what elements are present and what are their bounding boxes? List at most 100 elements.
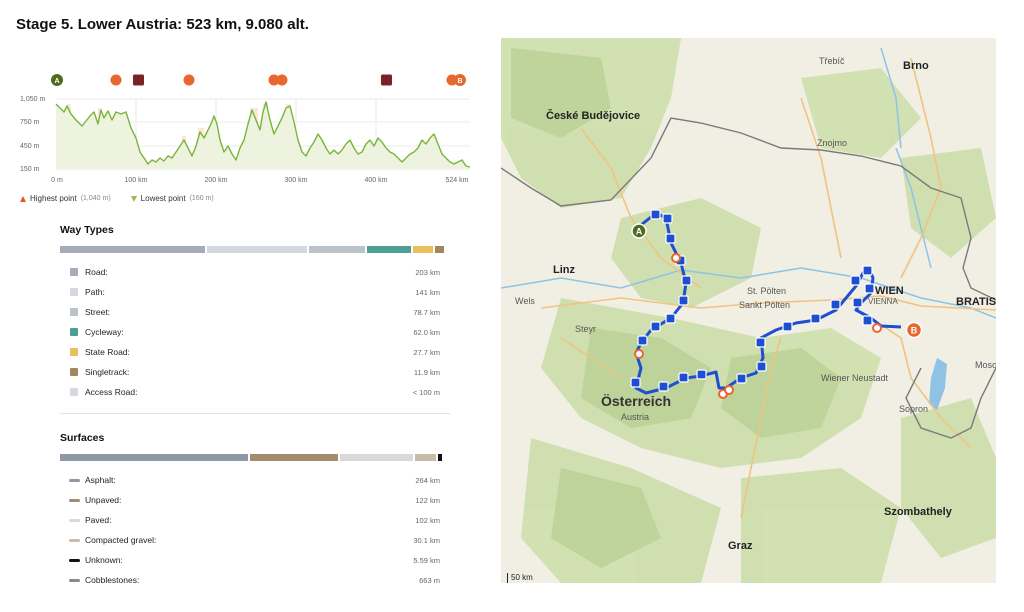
- way-types-section: Way Types Road: 203 km Path: 141 km Stre…: [60, 224, 444, 402]
- way-type-value: 27.7 km: [413, 347, 440, 357]
- end-marker-icon: [454, 74, 466, 86]
- y-tick: 1,050 m: [20, 96, 45, 103]
- route-map[interactable]: A B České Budějovice Třebíč Brno Znojmo …: [501, 38, 996, 583]
- profile-legend: Highest point (1,040 m) Lowest point (16…: [20, 194, 214, 203]
- way-type-row[interactable]: Street: 78.7 km: [60, 302, 444, 322]
- way-type-swatch: [70, 268, 78, 276]
- x-tick: 400 km: [365, 177, 388, 184]
- route-arrow-icon: [696, 369, 707, 380]
- y-tick: 750 m: [20, 119, 40, 126]
- surface-row[interactable]: Unpaved: 122 km: [60, 490, 444, 510]
- y-tick: 450 m: [20, 143, 40, 150]
- route-direction-markers: [630, 209, 875, 392]
- route-arrow-icon: [650, 321, 661, 332]
- x-tick: 200 km: [205, 177, 228, 184]
- lake: [929, 358, 947, 410]
- section-divider: [60, 413, 450, 414]
- way-type-row[interactable]: State Road: 27.7 km: [60, 342, 444, 362]
- surfaces-bar[interactable]: [60, 454, 444, 461]
- map-end-marker-icon: [905, 321, 923, 339]
- way-types-bar[interactable]: [60, 246, 444, 253]
- way-type-value: 141 km: [415, 287, 440, 297]
- lowest-point-value: (160 m): [189, 195, 214, 202]
- route-arrow-icon: [736, 373, 747, 384]
- surface-label: Paved:: [85, 515, 112, 525]
- surface-value: 663 m: [419, 575, 440, 585]
- way-type-swatch: [70, 388, 78, 396]
- surface-label: Asphalt:: [85, 475, 116, 485]
- surface-row[interactable]: Asphalt: 264 km: [60, 470, 444, 490]
- way-type-swatch: [70, 328, 78, 336]
- elevation-profile[interactable]: A B: [0, 68, 480, 188]
- place-label: Sankt Pölten: [739, 300, 791, 310]
- poi-marker-icon: [634, 349, 644, 359]
- route-arrow-icon: [852, 297, 863, 308]
- country-label: Österreich: [601, 393, 672, 409]
- way-types-bar-segment: [207, 246, 307, 253]
- way-types-bar-segment: [413, 246, 433, 253]
- surfaces-bar-segment: [60, 454, 248, 461]
- way-type-label: Singletrack:: [85, 367, 130, 377]
- surface-row[interactable]: Paved: 102 km: [60, 510, 444, 530]
- surface-label: Unknown:: [85, 555, 123, 565]
- route-arrow-icon: [681, 275, 692, 286]
- roads: [540, 57, 996, 519]
- surface-swatch: [69, 578, 80, 582]
- place-label: Graz: [728, 540, 753, 552]
- way-type-row[interactable]: Road: 203 km: [60, 262, 444, 282]
- route-arrow-icon: [862, 265, 873, 276]
- surfaces-bar-segment: [250, 454, 338, 461]
- route-arrow-icon: [850, 275, 861, 286]
- surface-swatch: [69, 478, 80, 482]
- surface-value: 102 km: [415, 515, 440, 525]
- lowest-point-label: Lowest point: [140, 194, 186, 203]
- poi-marker-icon: [724, 385, 734, 395]
- surface-row[interactable]: Unknown: 5.59 km: [60, 550, 444, 570]
- elevation-line: [55, 101, 471, 168]
- start-marker-label: A: [54, 78, 59, 85]
- place-label: Wels: [515, 296, 535, 306]
- place-label: Znojmo: [817, 138, 848, 148]
- place-label: Brno: [903, 60, 929, 72]
- way-types-title: Way Types: [60, 224, 114, 236]
- start-marker-icon: [51, 74, 63, 86]
- country-label-alt: Austria: [621, 412, 650, 422]
- viewpoint-marker-icon: [183, 74, 195, 86]
- way-type-label: Street:: [85, 307, 111, 317]
- steep-marker-icon: [133, 74, 144, 86]
- surface-row[interactable]: Cobblestones: 663 m: [60, 570, 444, 590]
- way-types-bar-segment: [60, 246, 205, 253]
- poi-marker-icon: [268, 74, 280, 86]
- surface-value: 264 km: [415, 475, 440, 485]
- profile-markers: A B: [51, 74, 466, 86]
- surface-row[interactable]: Compacted gravel: 30.1 km: [60, 530, 444, 550]
- place-label: České Budějovice: [546, 110, 641, 122]
- way-type-value: < 100 m: [412, 387, 440, 397]
- way-type-row[interactable]: Access Road: < 100 m: [60, 382, 444, 402]
- surface-label: Compacted gravel:: [85, 535, 157, 545]
- y-tick: 150 m: [20, 166, 40, 173]
- way-type-swatch: [70, 368, 78, 376]
- route-arrow-icon: [810, 313, 821, 324]
- elevation-area: [56, 102, 470, 169]
- triangle-up-icon: [20, 195, 26, 202]
- way-type-value: 62.0 km: [413, 327, 440, 337]
- way-type-row[interactable]: Singletrack: 11.9 km: [60, 362, 444, 382]
- route-arrow-icon: [665, 313, 676, 324]
- x-tick: 300 km: [285, 177, 308, 184]
- way-type-row[interactable]: Cycleway: 62.0 km: [60, 322, 444, 342]
- way-type-row[interactable]: Path: 141 km: [60, 282, 444, 302]
- route-arrow-icon: [756, 361, 767, 372]
- route-pois: [634, 253, 882, 399]
- surface-value: 122 km: [415, 495, 440, 505]
- place-label: VIENNA: [868, 297, 898, 306]
- way-type-value: 11.9 km: [413, 367, 440, 377]
- route-arrow-icon: [862, 315, 873, 326]
- highest-point-value: (1,040 m): [80, 195, 111, 202]
- way-type-label: Path:: [85, 287, 105, 297]
- place-label: St. Pölten: [747, 286, 787, 296]
- way-type-swatch: [70, 308, 78, 316]
- surfaces-bar-segment: [438, 454, 442, 461]
- surface-swatch: [69, 558, 80, 562]
- borders: [501, 117, 996, 439]
